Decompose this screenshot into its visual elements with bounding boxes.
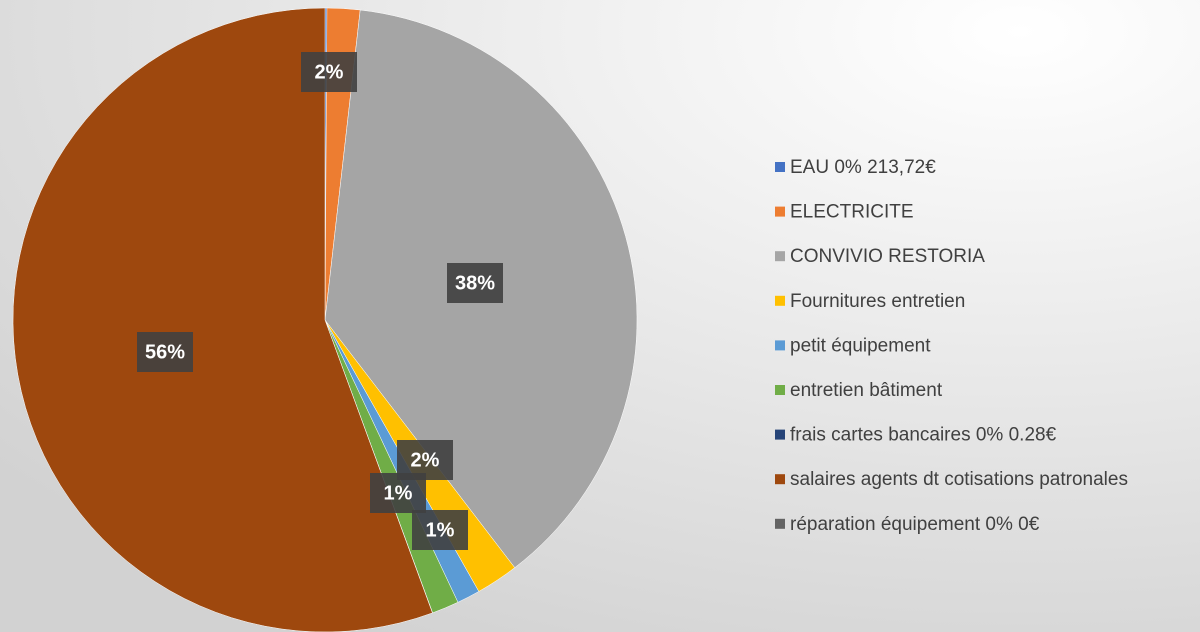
legend-label: Fournitures entretien (790, 291, 965, 312)
legend-swatch (775, 385, 785, 395)
data-label-box (301, 52, 357, 92)
legend-swatch (775, 518, 785, 529)
data-label: 1% (426, 519, 455, 541)
data-label: 2% (411, 449, 440, 471)
data-label-box (137, 332, 193, 372)
legend-swatch (775, 429, 785, 440)
data-label-box (412, 510, 468, 550)
legend-swatch (775, 340, 785, 351)
pie-slice (12, 7, 433, 632)
data-label: 56% (145, 341, 185, 363)
data-label: 1% (384, 482, 413, 504)
data-label-box (370, 473, 426, 513)
data-label-box (447, 263, 503, 303)
legend-label: réparation équipement 0% 0€ (790, 514, 1040, 535)
legend-label: EAU 0% 213,72€ (790, 157, 936, 178)
legend-swatch (775, 295, 785, 306)
legend-swatch (775, 474, 785, 485)
data-label: 2% (315, 61, 344, 83)
legend-swatch (775, 206, 785, 217)
legend-label: entretien bâtiment (790, 380, 943, 401)
legend-swatch (775, 251, 785, 262)
data-label: 38% (455, 272, 495, 294)
legend-label: petit équipement (790, 335, 931, 356)
legend-swatch (775, 162, 785, 172)
legend-label: ELECTRICITE (790, 202, 914, 223)
legend-label: salaires agents dt cotisations patronale… (790, 469, 1128, 490)
legend-label: CONVIVIO RESTORIA (790, 246, 985, 267)
legend-label: frais cartes bancaires 0% 0.28€ (790, 425, 1057, 446)
